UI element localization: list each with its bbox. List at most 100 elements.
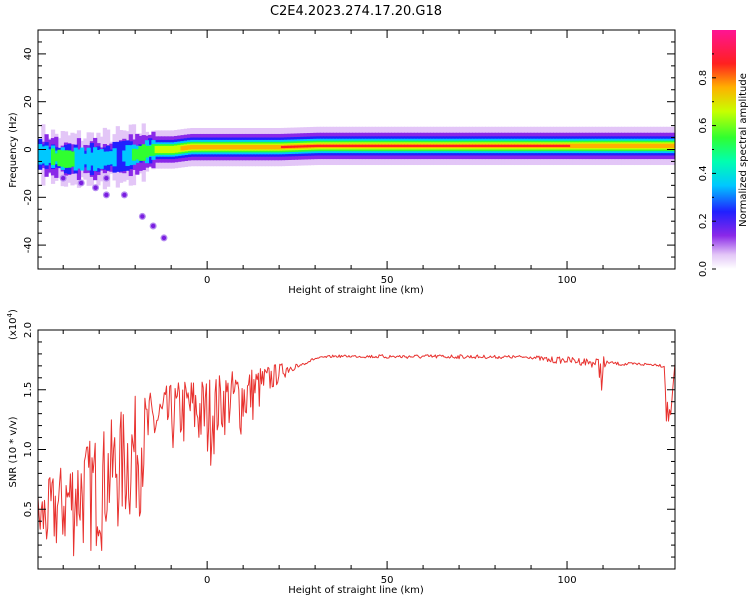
- spectrogram-cell: [258, 144, 263, 150]
- spectrogram-blob: [78, 180, 84, 186]
- spectrogram-cell: [627, 143, 632, 149]
- spectrogram-cell: [38, 144, 43, 165]
- spectrogram-cell: [384, 144, 389, 147]
- spectrogram-cell: [303, 145, 308, 148]
- spectrogram-cell: [287, 145, 292, 148]
- colorbar-ticks: 0.0 0.2 0.4 0.6 0.8: [698, 53, 716, 277]
- spectrogram-cell: [199, 144, 205, 150]
- spectrogram-cell: [488, 144, 493, 147]
- spectrogram-cell: [442, 144, 448, 147]
- spectrogram-cell: [507, 144, 512, 147]
- x-tick-label: 100: [557, 275, 576, 286]
- spectrogram-cell: [663, 143, 668, 149]
- spectrogram-cell: [426, 144, 431, 147]
- spectrogram-cell: [57, 149, 62, 167]
- spectrogram-cell: [578, 143, 584, 149]
- spectrogram-cell: [497, 144, 503, 147]
- spectrogram-cell: [569, 143, 574, 149]
- spectrogram-cell: [397, 144, 402, 147]
- x-tick-label: 0: [204, 275, 210, 286]
- spectrogram-cell: [93, 147, 98, 171]
- spectrogram-cell: [102, 151, 107, 166]
- spectrogram-cell: [381, 144, 386, 147]
- snr-y-axis-label: SNR (10 * v/v): [8, 416, 19, 487]
- spectrogram-cell: [345, 144, 350, 147]
- spectrogram-cell: [206, 144, 211, 150]
- spectrogram-cell: [501, 144, 506, 147]
- y-tick-label: 2.0: [23, 322, 34, 338]
- spectrogram-cell: [267, 144, 273, 150]
- colorbar-tick-label: 0.4: [698, 165, 709, 181]
- snr-y-multiplier: (x104): [6, 309, 19, 340]
- spectrogram-cell: [138, 145, 143, 161]
- spectrogram-cell: [122, 150, 127, 162]
- spectrogram-cell: [280, 145, 286, 149]
- spectrogram-cell: [582, 143, 587, 149]
- spectrogram-cell: [413, 144, 418, 147]
- spectrogram-cell: [400, 144, 405, 147]
- spectrogram-cell: [637, 143, 642, 149]
- spectrogram-cell: [164, 145, 169, 154]
- spectrogram-cell: [67, 150, 72, 168]
- spectrogram-cell: [60, 150, 65, 167]
- spectrogram-cell: [459, 144, 464, 147]
- spectrogram-blob: [104, 192, 109, 198]
- spectrogram-cell: [446, 144, 451, 147]
- spectrogram-cell: [656, 143, 661, 149]
- spectrogram-axes: 0 50 100 -40 -20 0 20 40: [23, 29, 676, 286]
- spectrogram-cell: [643, 143, 648, 149]
- spectrogram-blob: [60, 175, 66, 181]
- spectrogram-cell: [633, 143, 639, 149]
- spectrogram-cell: [261, 144, 266, 150]
- spectrogram-cell: [196, 144, 201, 150]
- spectrogram-cell: [89, 152, 95, 166]
- spectrogram-cell: [174, 145, 179, 153]
- spectrogram-cell: [410, 144, 415, 147]
- spectrogram-cell: [374, 144, 380, 147]
- spectrogram-cell: [297, 145, 302, 148]
- spectrogram-cell: [611, 143, 616, 149]
- colorbar: 0.0 0.2 0.4 0.6 0.8 Normalized spectral ampl…: [698, 30, 749, 277]
- spectrogram-cell: [449, 144, 454, 147]
- colorbar-label: Normalized spectral amplitude: [738, 73, 749, 227]
- spectrogram-cell: [73, 147, 78, 171]
- spectrogram-cell: [536, 144, 542, 147]
- spectrogram-cell: [517, 144, 522, 147]
- y-tick-label: -40: [23, 237, 34, 253]
- colorbar-tick-label: 0.2: [698, 213, 709, 229]
- spectrogram-cell: [54, 153, 59, 162]
- spectrogram-cell: [264, 144, 269, 150]
- spectrogram-blob: [140, 214, 145, 219]
- spectrogram-cell: [225, 144, 231, 150]
- spectrogram-cell: [238, 144, 244, 150]
- spectrogram-cell: [562, 144, 567, 147]
- spectrogram-cell: [161, 145, 166, 154]
- spectrogram-cell: [588, 143, 593, 149]
- spectrogram-cell: [598, 143, 603, 149]
- spectrogram-cell: [527, 144, 532, 147]
- spectrogram-cell: [76, 149, 82, 169]
- spectrogram-cell: [672, 143, 675, 149]
- spectrogram-cell: [585, 143, 590, 149]
- spectrogram-cell: [125, 145, 130, 167]
- spectrogram-cell: [624, 143, 629, 149]
- spectrogram-cell: [365, 144, 370, 147]
- spectrogram-blob: [104, 175, 109, 181]
- spectrogram-x-axis-label: Height of straight line (km): [288, 285, 424, 296]
- spectrogram-cell: [47, 149, 52, 163]
- spectrogram-cell: [439, 144, 444, 147]
- spectrogram-cell: [514, 144, 519, 147]
- y-tick-label: 0: [23, 146, 34, 152]
- spectrogram-cell: [355, 144, 360, 147]
- spectrogram-cell: [154, 145, 159, 154]
- spectrogram-cell: [271, 144, 276, 150]
- spectrogram-cell: [245, 144, 250, 150]
- spectrogram-cell: [520, 144, 525, 147]
- spectrogram-cell: [552, 144, 558, 147]
- y-tick-label: 1.5: [23, 382, 34, 398]
- spectrogram-cell: [659, 143, 665, 149]
- spectrogram-cell: [232, 144, 237, 150]
- figure-title: C2E4.2023.274.17.20.G18: [270, 4, 442, 19]
- spectrogram-cell: [475, 144, 480, 147]
- spectrogram-cell: [608, 143, 613, 149]
